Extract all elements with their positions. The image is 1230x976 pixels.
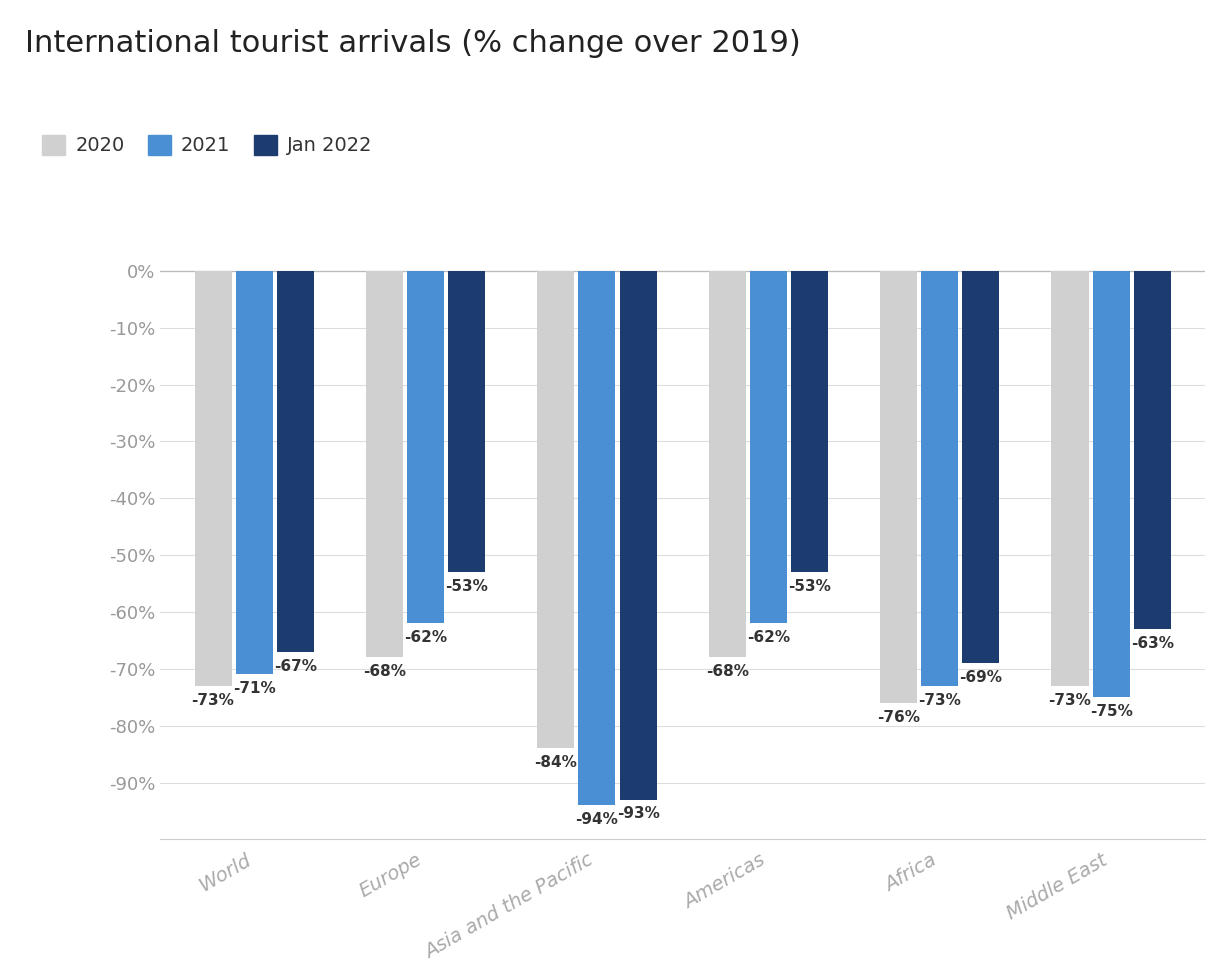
Bar — [236, 270, 273, 674]
Text: -68%: -68% — [706, 665, 749, 679]
Text: -53%: -53% — [445, 579, 488, 594]
Bar — [194, 270, 231, 686]
Bar — [538, 270, 574, 749]
Bar — [365, 270, 403, 658]
Bar — [578, 270, 615, 805]
Bar — [448, 270, 485, 572]
Bar — [791, 270, 828, 572]
Bar — [921, 270, 958, 686]
Text: -68%: -68% — [363, 665, 406, 679]
Text: -84%: -84% — [534, 755, 577, 770]
Bar — [620, 270, 657, 799]
Bar — [277, 270, 314, 652]
Bar — [750, 270, 787, 624]
Text: -73%: -73% — [919, 693, 961, 708]
Text: -76%: -76% — [877, 710, 920, 725]
Text: -69%: -69% — [959, 670, 1002, 685]
Text: -73%: -73% — [1048, 693, 1091, 708]
Text: -62%: -62% — [403, 630, 448, 645]
Text: -75%: -75% — [1090, 704, 1133, 719]
Text: -93%: -93% — [616, 806, 659, 822]
Bar — [1052, 270, 1089, 686]
Bar — [407, 270, 444, 624]
Legend: 2020, 2021, Jan 2022: 2020, 2021, Jan 2022 — [34, 127, 380, 163]
Text: -63%: -63% — [1130, 635, 1173, 651]
Text: -71%: -71% — [232, 681, 276, 696]
Text: -94%: -94% — [576, 812, 619, 827]
Text: -67%: -67% — [274, 659, 317, 673]
Bar — [1134, 270, 1171, 629]
Text: International tourist arrivals (% change over 2019): International tourist arrivals (% change… — [25, 29, 801, 59]
Bar — [1092, 270, 1129, 697]
Text: -73%: -73% — [192, 693, 235, 708]
Bar — [881, 270, 918, 703]
Text: -62%: -62% — [747, 630, 790, 645]
Bar — [708, 270, 745, 658]
Bar — [962, 270, 1000, 663]
Text: -53%: -53% — [788, 579, 831, 594]
